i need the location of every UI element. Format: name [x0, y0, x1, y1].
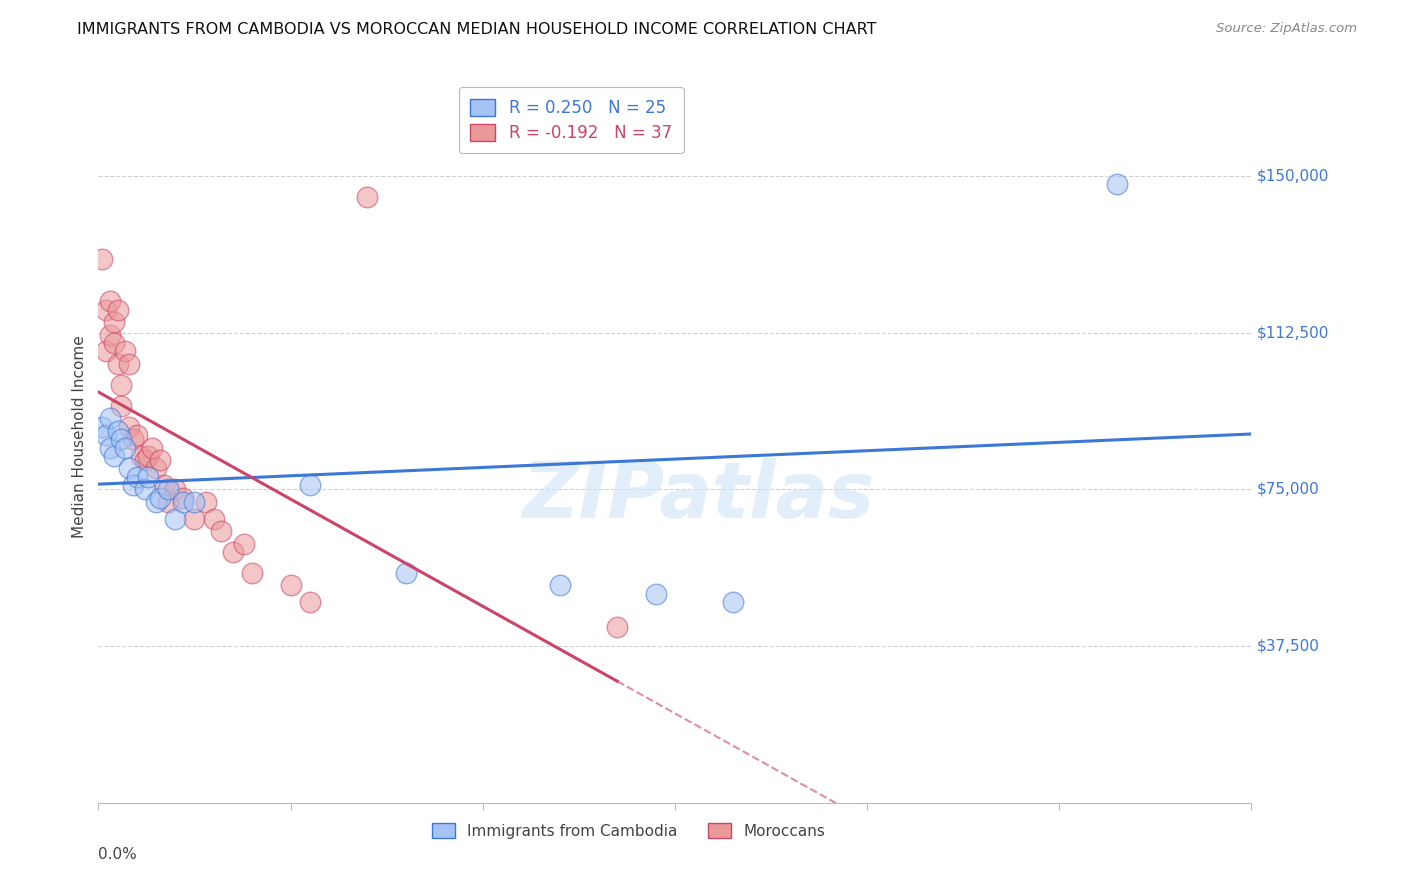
Legend: Immigrants from Cambodia, Moroccans: Immigrants from Cambodia, Moroccans [425, 815, 832, 847]
Point [1105, 178, 1128, 192]
Text: $150,000: $150,000 [1257, 169, 1330, 184]
Point [110, 399, 132, 413]
Point [156, 495, 179, 509]
Text: Source: ZipAtlas.com: Source: ZipAtlas.com [1216, 22, 1357, 36]
Text: 0.0%: 0.0% [98, 847, 138, 862]
Text: $37,500: $37,500 [1257, 639, 1320, 654]
Point [125, 428, 148, 442]
Point [134, 453, 156, 467]
Point [94, 344, 117, 359]
Point [107, 302, 129, 317]
Point [125, 470, 148, 484]
Point [107, 424, 129, 438]
Point [141, 441, 163, 455]
Point [91, 252, 114, 267]
Text: IMMIGRANTS FROM CAMBODIA VS MOROCCAN MEDIAN HOUSEHOLD INCOME CORRELATION CHART: IMMIGRANTS FROM CAMBODIA VS MOROCCAN MED… [77, 22, 877, 37]
Point [298, 478, 321, 492]
Point [94, 302, 117, 317]
Point [103, 449, 125, 463]
Point [129, 449, 152, 463]
Point [240, 566, 263, 580]
Point [118, 461, 141, 475]
Point [134, 483, 156, 497]
Point [356, 190, 378, 204]
Point [172, 495, 194, 509]
Point [110, 432, 132, 446]
Point [114, 441, 136, 455]
Point [103, 315, 125, 329]
Point [165, 483, 187, 497]
Point [149, 453, 172, 467]
Point [138, 449, 160, 463]
Point [395, 566, 418, 580]
Point [138, 470, 160, 484]
Point [156, 483, 179, 497]
Point [114, 344, 136, 359]
Point [209, 524, 232, 538]
Point [98, 327, 121, 342]
Text: $75,000: $75,000 [1257, 482, 1320, 497]
Point [118, 419, 141, 434]
Point [152, 478, 174, 492]
Text: ZIPatlas: ZIPatlas [522, 458, 875, 533]
Point [91, 419, 114, 434]
Point [222, 545, 245, 559]
Point [145, 461, 167, 475]
Point [107, 357, 129, 371]
Point [145, 495, 167, 509]
Point [122, 432, 145, 446]
Point [183, 495, 205, 509]
Point [195, 495, 218, 509]
Point [721, 595, 744, 609]
Point [233, 536, 256, 550]
Point [548, 578, 571, 592]
Point [280, 578, 302, 592]
Point [98, 294, 121, 309]
Point [110, 377, 132, 392]
Point [183, 511, 205, 525]
Point [202, 511, 225, 525]
Point [298, 595, 321, 609]
Text: $112,500: $112,500 [1257, 325, 1330, 340]
Point [98, 411, 121, 425]
Point [149, 491, 172, 505]
Point [165, 511, 187, 525]
Point [94, 428, 117, 442]
Point [644, 587, 666, 601]
Point [122, 478, 145, 492]
Point [606, 620, 628, 634]
Point [98, 441, 121, 455]
Point [103, 336, 125, 351]
Point [118, 357, 141, 371]
Point [172, 491, 194, 505]
Y-axis label: Median Household Income: Median Household Income [72, 335, 87, 539]
